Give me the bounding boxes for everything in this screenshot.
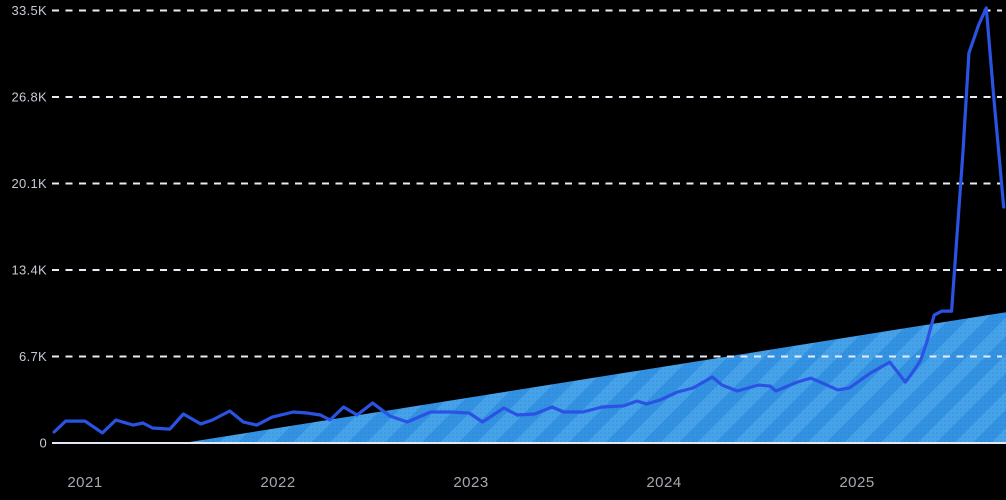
- x-tick-label: 2021: [67, 474, 102, 491]
- y-tick-label: 33.5K: [12, 3, 48, 18]
- y-tick-label: 0: [39, 436, 47, 451]
- x-tick-label: 2024: [646, 474, 681, 491]
- x-tick-label: 2023: [453, 474, 488, 491]
- y-tick-label: 13.4K: [12, 263, 48, 278]
- x-tick-label: 2025: [839, 474, 874, 491]
- trend-area-texture: [183, 312, 1006, 443]
- main-line: [52, 6, 1006, 435]
- y-tick-label: 20.1K: [12, 176, 48, 191]
- y-tick-label: 26.8K: [12, 90, 48, 105]
- x-tick-label: 2022: [260, 474, 295, 491]
- y-tick-label: 6.7K: [19, 349, 47, 364]
